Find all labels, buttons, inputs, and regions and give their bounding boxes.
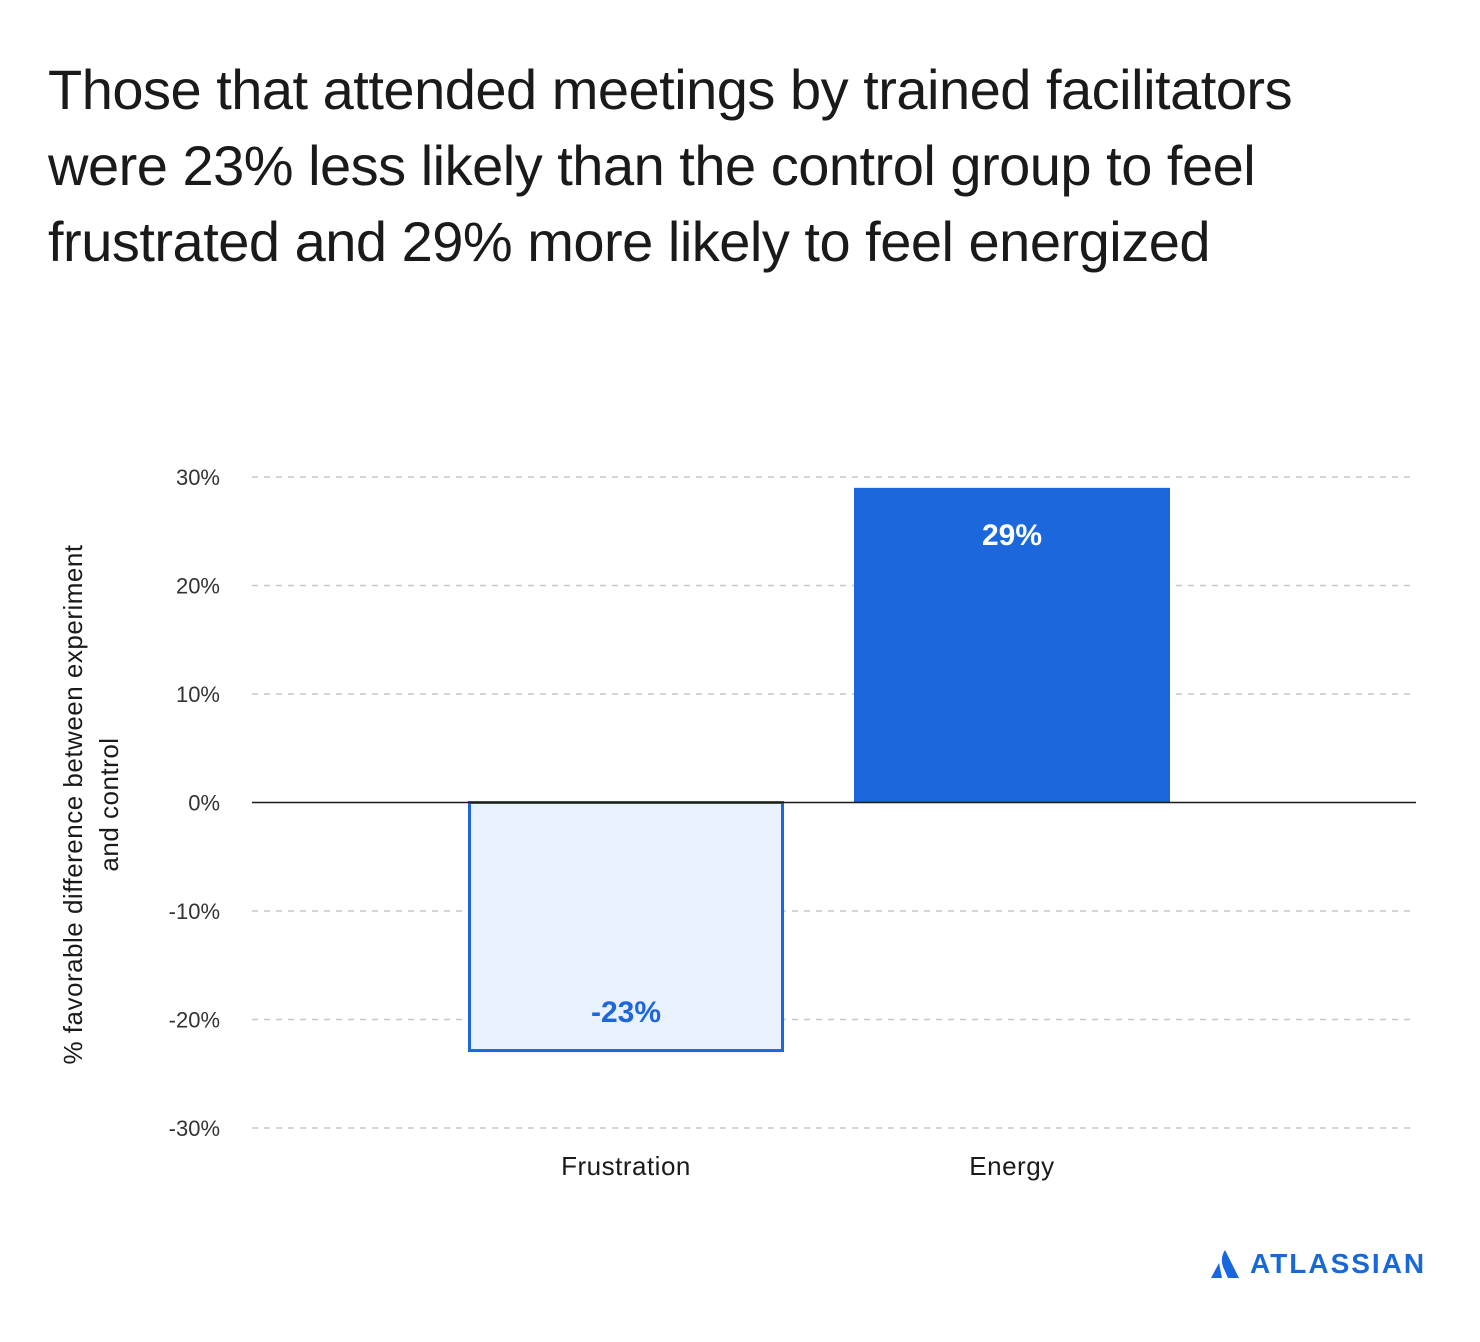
y-tick-label: -10% [169,899,220,924]
bar [468,801,784,1053]
x-tick-label: Frustration [561,1151,691,1181]
bar [854,487,1170,803]
y-tick-label: -30% [169,1116,220,1141]
y-axis-label-line: % favorable difference between experimen… [58,544,88,1064]
data-label: -23% [591,996,661,1029]
labels: 30% 20% 10% 0% -10% -20% -30% -23% Frustration 29… [58,465,1054,1181]
bars [252,487,1416,1053]
x-tick-label: Energy [969,1151,1054,1181]
y-tick-label: 20% [176,574,220,599]
atlassian-logo: ATLASSIAN [1210,1246,1426,1282]
grid-lines [252,476,1416,1129]
atlassian-mark-icon [1211,1250,1239,1278]
y-axis-label: % favorable difference between experimen… [58,544,124,1064]
y-axis-label-line: and control [94,737,124,871]
brand-name: ATLASSIAN [1250,1248,1427,1279]
y-tick-label: 30% [176,465,220,490]
data-label: 29% [982,519,1042,552]
y-tick-label: 0% [188,791,220,816]
y-tick-label: -20% [169,1008,220,1033]
chart-title: Those that attended meetings by trained … [48,58,1293,273]
y-tick-label: 10% [176,682,220,707]
